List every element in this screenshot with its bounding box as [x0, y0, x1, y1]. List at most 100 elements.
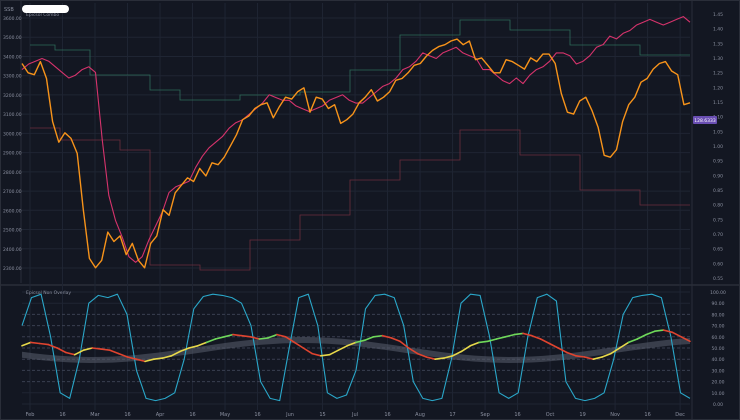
oscillator-segment [179, 347, 190, 353]
oscillator-segment [214, 335, 225, 340]
oscillator-segment [618, 341, 630, 349]
oscillator-segment [443, 354, 454, 359]
oscillator-segment [522, 332, 533, 337]
oscillator-segment [381, 334, 393, 339]
y-left-tick-label: 3500.00 [3, 35, 22, 41]
y-left-tick-label: 3000.00 [3, 131, 22, 137]
y-right-tick-label: 1.30 [713, 56, 723, 62]
oscillator-segment [311, 352, 322, 357]
oscillator-segment [47, 343, 59, 349]
ratio-series-line [21, 16, 691, 263]
oscillator-segment [197, 341, 208, 347]
oscillator-segment [205, 338, 217, 344]
oscillator-segment [38, 342, 50, 346]
x-tick-label: Feb [26, 412, 35, 418]
lower-panel-label: Epicsol Non Overlay [26, 290, 71, 296]
x-tick-label: Apr [156, 412, 166, 418]
oscillator-segment [328, 349, 340, 356]
oscillator-segment [548, 342, 560, 349]
oscillator-segment [258, 337, 269, 340]
x-tick-label: Dec [675, 412, 685, 418]
oscillator-segment [240, 334, 252, 338]
y-left-tick-label: 3300.00 [3, 74, 22, 80]
oscillator-segment [495, 335, 507, 340]
x-tick-label: Jul [351, 412, 358, 418]
y-left-tick-label: 3400.00 [3, 54, 22, 60]
y-right-tick-label: 0.75 [713, 217, 723, 223]
oscillator-segment [161, 354, 173, 359]
indicator-label: Epicsol Combo [26, 12, 59, 18]
oscillator-segment [601, 352, 612, 358]
y-right-tick-label: 0.80 [713, 203, 723, 209]
x-tick-label: Oct [546, 412, 555, 418]
oscillator-segment [469, 341, 480, 347]
lower-y-tick-label: 30.00 [712, 368, 725, 374]
y-left-tick-label: 2300.00 [3, 266, 22, 272]
x-tick-label: Sep [480, 412, 489, 418]
oscillator-segment [170, 350, 181, 357]
oscillator-segment [478, 340, 489, 344]
oscillator-segment [627, 338, 639, 344]
y-right-tick-label: 0.90 [713, 173, 723, 179]
oscillator-segment [249, 335, 261, 340]
oscillator-segment [390, 337, 401, 343]
y-right-tick-label: 1.20 [713, 85, 723, 91]
y-left-tick-label: 2500.00 [3, 228, 22, 234]
oscillator-segment [425, 356, 436, 361]
oscillator-segment [21, 341, 32, 347]
y-right-tick-label: 0.95 [713, 159, 723, 165]
y-right-tick-label: 1.25 [713, 71, 723, 77]
lower-y-tick-label: 70.00 [712, 324, 725, 330]
oscillator-segment [284, 335, 296, 344]
green-step-line [30, 19, 690, 101]
lower-y-tick-label: 80.00 [712, 312, 725, 318]
oscillator-segment [153, 357, 164, 361]
x-tick-label: 19 [579, 412, 585, 418]
red-step-line [30, 127, 690, 271]
lower-y-tick-label: 10.00 [712, 391, 725, 397]
y-right-tick-label: 1.45 [713, 12, 723, 18]
oscillator-segment [460, 344, 472, 353]
oscillator-segment [451, 350, 463, 357]
x-tick-label: 16 [514, 412, 520, 418]
y-left-tick-label: 2900.00 [3, 151, 22, 157]
oscillator-segment [486, 338, 498, 343]
lower-y-tick-label: 0.00 [713, 402, 723, 408]
oscillator-segment [671, 331, 683, 338]
oscillator-segment [223, 333, 234, 338]
x-tick-label: Jun [285, 412, 294, 418]
price-tag-label: 128.6333 [694, 118, 716, 124]
y-left-tick-label: 2600.00 [3, 208, 22, 214]
oscillator-segment [372, 334, 384, 338]
oscillator-segment [91, 347, 102, 350]
oscillator-segment [583, 356, 595, 361]
price-tag [693, 116, 717, 124]
oscillator-segment [346, 341, 357, 347]
lower-y-tick-label: 50.00 [712, 346, 725, 352]
oscillator-segment [302, 347, 313, 355]
oscillator-segment [188, 344, 199, 349]
x-tick-label: 16 [189, 412, 195, 418]
oscillator-segment [100, 348, 111, 352]
oscillator-segment [65, 351, 76, 356]
oscillator-segment [653, 329, 665, 333]
x-tick-label: 16 [59, 412, 65, 418]
oscillator-segment [566, 351, 577, 357]
cyan-oscillator-line [21, 293, 691, 402]
y-right-tick-label: 1.35 [713, 41, 723, 47]
y-right-tick-label: 0.70 [713, 232, 723, 238]
x-tick-label: Nov [610, 412, 620, 418]
y-left-tick-label: 3100.00 [3, 112, 22, 118]
oscillator-segment [636, 333, 647, 340]
oscillator-segment [574, 354, 586, 358]
oscillator-segment [539, 338, 551, 345]
oscillator-segment [407, 347, 419, 355]
oscillator-segment [416, 352, 428, 358]
lower-y-tick-label: 90.00 [712, 301, 725, 307]
oscillator-segment [610, 347, 621, 355]
y-right-tick-label: 0.85 [713, 188, 723, 194]
oscillator-segment [56, 347, 67, 354]
y-right-tick-label: 1.00 [713, 144, 723, 150]
y-left-tick-label: 2700.00 [3, 189, 22, 195]
